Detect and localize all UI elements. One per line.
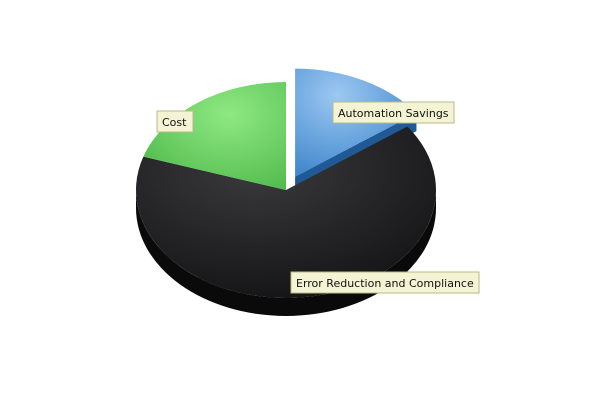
slice-label-text: Error Reduction and Compliance [296,277,474,290]
pie-top-layer [135,68,437,298]
slice-label-cost: Cost [156,110,194,133]
slice-label-text: Cost [162,116,187,129]
slice-label-error-reduction-and-compliance: Error Reduction and Compliance [290,271,480,294]
slice-label-box [290,271,480,294]
slice-label-box [332,101,455,124]
slice-label-automation-savings: Automation Savings [332,101,455,124]
pie-label-layer: Automation Savings Error Reduction and Co… [156,101,480,294]
pie-slice-error-reduction-and-compliance[interactable] [135,126,437,298]
slice-label-text: Automation Savings [338,107,449,120]
pie-slice-cost[interactable] [143,82,286,190]
slice-label-box [156,110,194,133]
